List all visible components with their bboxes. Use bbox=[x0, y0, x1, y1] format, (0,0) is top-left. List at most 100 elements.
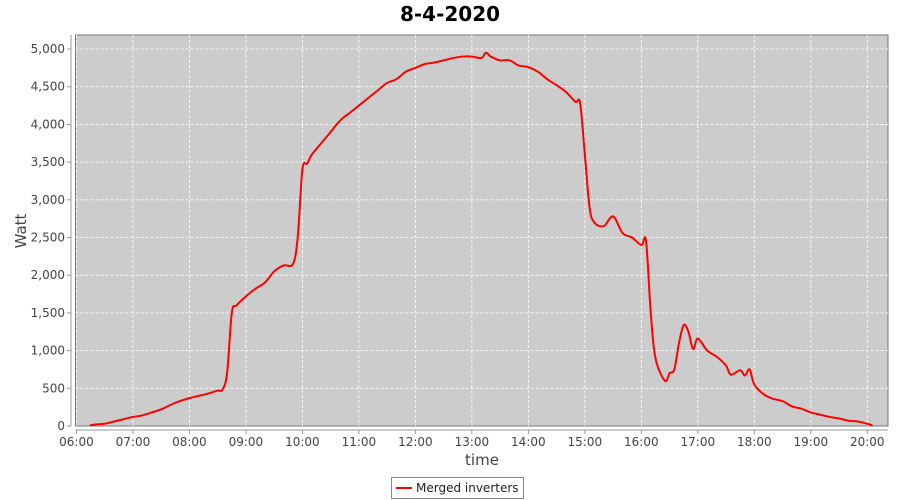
data-point bbox=[781, 400, 784, 403]
data-point bbox=[791, 405, 793, 408]
data-point bbox=[273, 270, 276, 273]
data-point bbox=[819, 413, 822, 416]
x-tick-label: 09:00 bbox=[229, 435, 264, 449]
data-point bbox=[583, 153, 586, 156]
data-point bbox=[433, 61, 436, 64]
data-point bbox=[546, 78, 549, 81]
data-point bbox=[612, 215, 614, 218]
x-tick-label: 17:00 bbox=[681, 435, 716, 449]
data-point bbox=[555, 84, 558, 87]
x-tick-label: 13:00 bbox=[455, 435, 490, 449]
data-point bbox=[348, 112, 351, 115]
data-point bbox=[871, 424, 873, 427]
data-point bbox=[856, 420, 859, 423]
data-point bbox=[414, 66, 417, 69]
data-point bbox=[706, 349, 709, 352]
data-point bbox=[282, 264, 285, 267]
data-point bbox=[197, 394, 200, 397]
data-point bbox=[245, 295, 247, 298]
data-point bbox=[188, 397, 191, 400]
data-point bbox=[357, 104, 360, 107]
plot-area bbox=[75, 34, 889, 427]
data-point bbox=[160, 408, 163, 411]
data-point bbox=[310, 153, 313, 156]
data-point bbox=[301, 168, 304, 171]
data-point bbox=[226, 372, 228, 375]
data-point bbox=[838, 417, 840, 420]
y-tick-label: 4,000 bbox=[31, 117, 65, 131]
x-axis-label: time bbox=[465, 451, 499, 469]
x-tick-label: 12:00 bbox=[398, 435, 433, 449]
data-point bbox=[631, 236, 633, 239]
data-point bbox=[367, 97, 370, 99]
data-point bbox=[654, 357, 657, 360]
data-point bbox=[141, 414, 144, 417]
data-point bbox=[292, 263, 294, 265]
data-point bbox=[489, 55, 492, 58]
data-point bbox=[461, 55, 464, 58]
data-point bbox=[588, 206, 591, 209]
data-point bbox=[518, 64, 520, 67]
data-point bbox=[221, 388, 224, 391]
x-tick-label: 07:00 bbox=[116, 435, 151, 449]
data-point bbox=[748, 368, 751, 371]
data-point bbox=[254, 287, 257, 290]
x-tick-label: 10:00 bbox=[285, 435, 320, 449]
data-point bbox=[687, 330, 690, 333]
data-point bbox=[169, 403, 172, 406]
data-point bbox=[621, 232, 624, 234]
data-point bbox=[579, 102, 582, 105]
data-point bbox=[485, 51, 487, 54]
data-point bbox=[696, 337, 699, 340]
data-point bbox=[593, 221, 596, 224]
y-tick-label: 3,500 bbox=[31, 155, 65, 169]
y-tick-label: 4,500 bbox=[31, 80, 65, 94]
data-point bbox=[508, 59, 511, 62]
x-tick-label: 14:00 bbox=[511, 435, 546, 449]
data-point bbox=[339, 119, 341, 122]
legend: Merged inverters bbox=[391, 477, 524, 499]
data-point bbox=[715, 355, 718, 358]
chart-title: 8-4-2020 bbox=[399, 2, 501, 26]
data-point bbox=[678, 342, 680, 344]
data-point bbox=[207, 392, 210, 395]
legend-swatch bbox=[396, 487, 412, 489]
x-tick-label: 08:00 bbox=[172, 435, 207, 449]
legend-label: Merged inverters bbox=[416, 481, 519, 495]
data-point bbox=[866, 422, 869, 425]
x-tick-label: 06:00 bbox=[59, 435, 94, 449]
data-point bbox=[565, 91, 567, 93]
data-points bbox=[89, 51, 873, 427]
data-point bbox=[179, 400, 181, 403]
data-point bbox=[230, 312, 233, 314]
data-point bbox=[663, 379, 666, 382]
y-tick-label: 1,500 bbox=[31, 306, 65, 320]
data-point bbox=[405, 70, 407, 73]
x-tick-label: 18:00 bbox=[737, 435, 772, 449]
data-point bbox=[386, 82, 389, 84]
data-point bbox=[452, 57, 454, 59]
data-point bbox=[682, 324, 685, 326]
data-point bbox=[668, 372, 671, 375]
x-tick-label: 11:00 bbox=[342, 435, 377, 449]
data-point bbox=[739, 369, 742, 372]
data-point bbox=[122, 418, 125, 421]
data-point bbox=[725, 364, 727, 367]
x-tick-label: 20:00 bbox=[850, 435, 885, 449]
data-point bbox=[306, 162, 309, 165]
data-point bbox=[235, 304, 238, 307]
data-point bbox=[743, 374, 746, 377]
data-point bbox=[828, 416, 831, 418]
data-point bbox=[649, 312, 652, 314]
data-point bbox=[150, 411, 153, 414]
data-point bbox=[753, 383, 756, 386]
data-point bbox=[480, 57, 483, 59]
x-tick-label: 16:00 bbox=[624, 435, 659, 449]
data-point bbox=[103, 422, 106, 425]
data-point bbox=[772, 397, 775, 400]
data-point bbox=[527, 66, 530, 69]
data-point bbox=[296, 236, 299, 239]
data-point bbox=[89, 424, 92, 427]
data-point bbox=[673, 368, 676, 371]
